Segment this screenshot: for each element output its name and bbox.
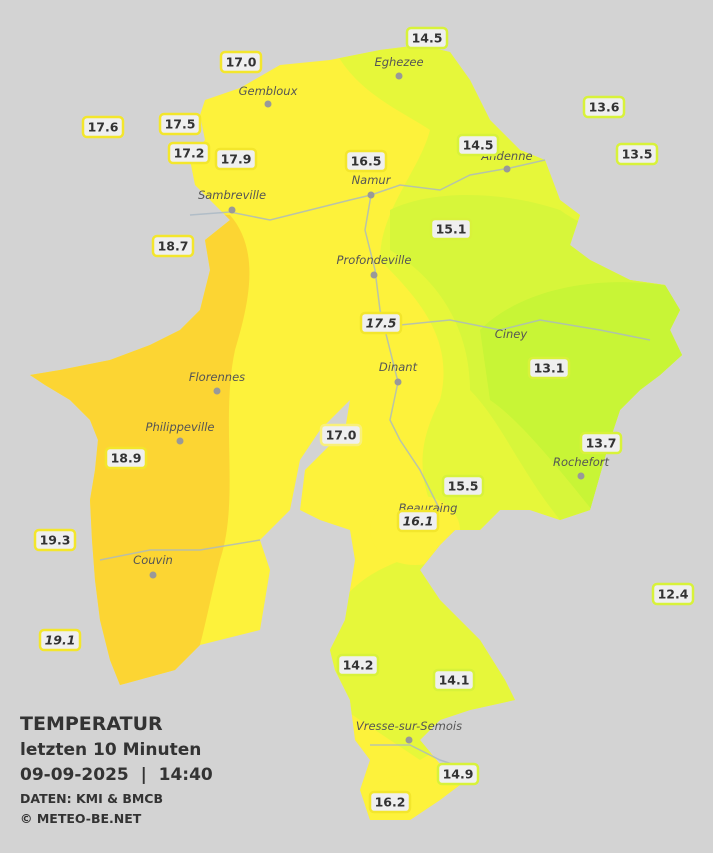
station-box [579,431,623,455]
town-label: Eghezee [374,55,423,69]
town-dot [228,206,236,214]
station-box [441,474,485,498]
town-dot [370,271,378,279]
station-box [158,112,202,136]
station-value: 16.1 [403,514,434,529]
station-value: 13.5 [622,147,653,162]
station-value: 14.5 [412,31,443,46]
station-box [405,26,449,50]
station-box [167,141,211,165]
station-value: 17.9 [221,152,252,167]
river [399,319,651,341]
town-dot [176,437,184,445]
town-label: Namur [352,173,392,187]
station-value: 19.3 [40,533,71,548]
station-value: 13.6 [589,100,620,115]
station-value: 16.2 [375,795,406,810]
station-box [456,133,500,157]
station-box [359,311,403,335]
station-value: 17.5 [165,117,196,132]
stations: 17.0 14.5 13.6 17.6 17.5 17.2 17.9 16.5 14.5 13.5… [33,26,695,814]
station-value: 12.4 [658,587,689,602]
source: DATEN: KMI & BMCB [20,791,163,806]
station-box [615,142,659,166]
credit: © METEO-BE.NET [20,811,142,826]
town-label: Couvin [133,553,173,567]
station-value: 18.9 [111,451,142,466]
town-label: Profondeville [337,253,412,267]
station-value: 15.5 [448,479,479,494]
town-dot [149,571,157,579]
station-box [527,356,571,380]
station-box [432,668,476,692]
station-box [104,446,148,470]
station-box [368,790,412,814]
station-value: 17.5 [366,316,397,331]
river [364,194,441,511]
station-box [429,217,473,241]
town-dot [577,472,585,480]
station-value: 17.0 [226,55,257,70]
station-value: 15.1 [436,222,467,237]
station-value: 17.2 [174,146,205,161]
station-value: 18.7 [158,239,189,254]
town-label: Philippeville [146,420,215,434]
town-dot [213,387,221,395]
town-label: Rochefort [553,455,610,469]
station-box [219,50,263,74]
station-box [651,582,695,606]
datetime: 09-09-2025 | 14:40 [20,765,213,785]
town-label: Florennes [189,370,245,384]
station-value: 14.2 [343,658,374,673]
town-dot [503,165,511,173]
station-box [436,762,480,786]
town-label: Ciney [495,327,528,341]
station-box [214,147,258,171]
towns: EghezeeGemblouxAndenneNamurSambrevillePr… [133,55,610,744]
station-value: 14.5 [463,138,494,153]
river [99,539,261,561]
station-box [396,509,440,533]
town-dot [367,191,375,199]
town-dot [394,378,402,386]
town-label: Dinant [379,360,418,374]
station-value: 17.0 [326,428,357,443]
station-value: 19.1 [45,633,76,648]
station-box [38,628,82,652]
station-box [319,423,363,447]
station-box [336,653,380,677]
subtitle: letzten 10 Minuten [20,740,201,760]
station-value: 13.1 [534,361,565,376]
town-label: Vresse-sur-Semois [356,719,462,733]
station-box [151,234,195,258]
station-box [582,95,626,119]
town-label: Sambreville [198,188,266,202]
town-dot [405,736,413,744]
station-value: 17.6 [88,120,119,135]
title: TEMPERATUR [20,713,163,735]
station-box [81,115,125,139]
station-value: 14.9 [443,767,474,782]
town-dot [264,100,272,108]
station-value: 14.1 [439,673,470,688]
title-block: TEMPERATUR letzten 10 Minuten 09-09-2025… [20,713,213,826]
station-box [33,528,77,552]
town-label: Gembloux [239,84,298,98]
station-value: 13.7 [586,436,617,451]
station-value: 16.5 [351,154,382,169]
town-dot [395,72,403,80]
station-box [344,149,388,173]
